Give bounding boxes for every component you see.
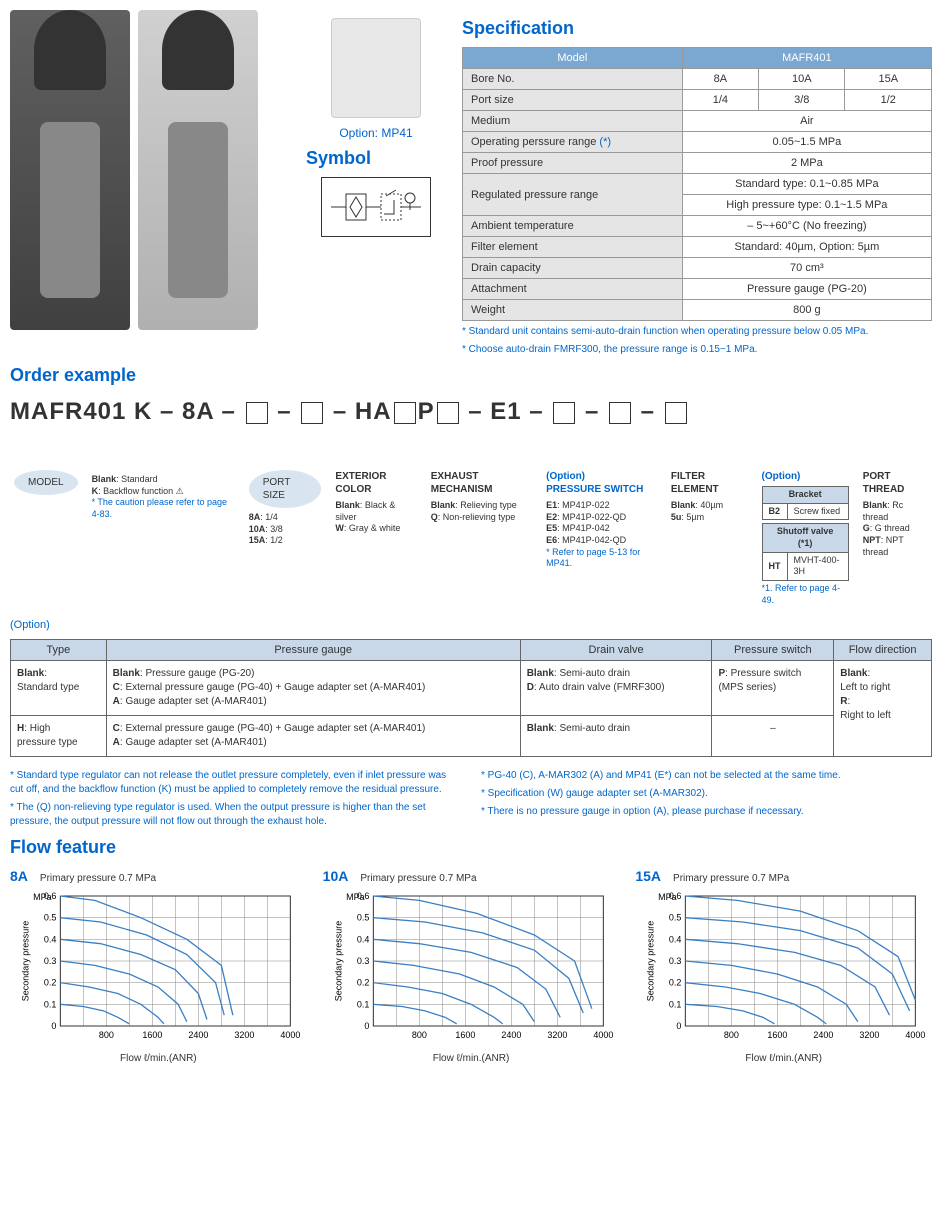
flow-chart-15A: 15APrimary pressure 0.7 MPa00.10.20.30.4… bbox=[635, 868, 932, 1064]
svg-text:4000: 4000 bbox=[280, 1030, 300, 1040]
svg-text:800: 800 bbox=[411, 1030, 426, 1040]
svg-text:3200: 3200 bbox=[860, 1030, 880, 1040]
svg-text:0.1: 0.1 bbox=[44, 999, 57, 1009]
product-image-light bbox=[138, 10, 258, 330]
svg-text:Secondary pressure: Secondary pressure bbox=[333, 920, 343, 1001]
svg-text:MPa: MPa bbox=[658, 892, 677, 902]
svg-text:0.4: 0.4 bbox=[356, 934, 369, 944]
svg-text:MPa: MPa bbox=[346, 892, 365, 902]
svg-text:2400: 2400 bbox=[814, 1030, 834, 1040]
svg-text:Secondary pressure: Secondary pressure bbox=[646, 920, 656, 1001]
svg-text:1600: 1600 bbox=[768, 1030, 788, 1040]
svg-text:MPa: MPa bbox=[33, 892, 52, 902]
svg-text:Secondary pressure: Secondary pressure bbox=[20, 920, 30, 1001]
svg-text:0.3: 0.3 bbox=[356, 956, 369, 966]
product-images bbox=[10, 10, 290, 350]
flow-chart-8A: 8APrimary pressure 0.7 MPa00.10.20.30.40… bbox=[10, 868, 307, 1064]
svg-text:0: 0 bbox=[364, 1021, 369, 1031]
order-item: FILTER ELEMENTBlank: 40µm5u: 5µm bbox=[667, 466, 752, 527]
option-table: TypePressure gaugeDrain valvePressure sw… bbox=[10, 639, 932, 757]
svg-text:3200: 3200 bbox=[234, 1030, 254, 1040]
product-image-dark bbox=[10, 10, 130, 330]
svg-text:0.4: 0.4 bbox=[44, 934, 57, 944]
svg-text:800: 800 bbox=[724, 1030, 739, 1040]
order-item: (Option)PRESSURE SWITCHE1: MP41P-022E2: … bbox=[542, 466, 661, 574]
svg-text:0.3: 0.3 bbox=[669, 956, 682, 966]
order-item: EXHAUST MECHANISMBlank: Relieving typeQ:… bbox=[427, 466, 536, 527]
svg-text:0.1: 0.1 bbox=[356, 999, 369, 1009]
svg-text:0.2: 0.2 bbox=[44, 977, 57, 987]
svg-text:1600: 1600 bbox=[455, 1030, 475, 1040]
option-section-label: (Option) bbox=[10, 619, 932, 631]
svg-text:3200: 3200 bbox=[547, 1030, 567, 1040]
order-code: MAFR401 K – 8A – – – HAP – E1 – – – bbox=[10, 398, 932, 426]
svg-text:4000: 4000 bbox=[906, 1030, 926, 1040]
flow-heading: Flow feature bbox=[10, 837, 932, 858]
order-item: PORT SIZE8A: 1/410A: 3/815A: 1/2 bbox=[245, 466, 326, 551]
order-item: (Option)BracketB2Screw fixedShutoff valv… bbox=[758, 466, 853, 611]
flow-chart-10A: 10APrimary pressure 0.7 MPa00.10.20.30.4… bbox=[323, 868, 620, 1064]
order-item: MODEL bbox=[10, 466, 82, 499]
svg-text:0.1: 0.1 bbox=[669, 999, 682, 1009]
svg-text:2400: 2400 bbox=[188, 1030, 208, 1040]
symbol-heading: Symbol bbox=[306, 148, 446, 169]
order-heading: Order example bbox=[10, 365, 932, 386]
order-item: EXTERIOR COLORBlank: Black & silverW: Gr… bbox=[331, 466, 420, 539]
svg-text:0.5: 0.5 bbox=[356, 912, 369, 922]
order-item: Blank: StandardK: Backflow function ⚠* T… bbox=[88, 466, 239, 525]
option-label: Option: MP41 bbox=[306, 126, 446, 140]
svg-text:0.3: 0.3 bbox=[44, 956, 57, 966]
svg-text:0.2: 0.2 bbox=[669, 977, 682, 987]
spec-model-hdr: Model bbox=[463, 48, 683, 69]
svg-text:0.2: 0.2 bbox=[356, 977, 369, 987]
svg-text:1600: 1600 bbox=[142, 1030, 162, 1040]
order-item: PORT THREADBlank: Rc threadG: G threadNP… bbox=[859, 466, 932, 562]
symbol-diagram bbox=[321, 177, 431, 237]
svg-text:0: 0 bbox=[677, 1021, 682, 1031]
svg-text:2400: 2400 bbox=[501, 1030, 521, 1040]
svg-text:4000: 4000 bbox=[593, 1030, 613, 1040]
spec-model-val: MAFR401 bbox=[682, 48, 931, 69]
option-image bbox=[331, 18, 421, 118]
svg-text:0.5: 0.5 bbox=[44, 912, 57, 922]
spec-heading: Specification bbox=[462, 18, 932, 39]
svg-text:0: 0 bbox=[51, 1021, 56, 1031]
svg-text:0.5: 0.5 bbox=[669, 912, 682, 922]
spec-table: ModelMAFR401 Bore No.8A10A15APort size1/… bbox=[462, 47, 932, 321]
svg-text:800: 800 bbox=[99, 1030, 114, 1040]
svg-text:0.4: 0.4 bbox=[669, 934, 682, 944]
